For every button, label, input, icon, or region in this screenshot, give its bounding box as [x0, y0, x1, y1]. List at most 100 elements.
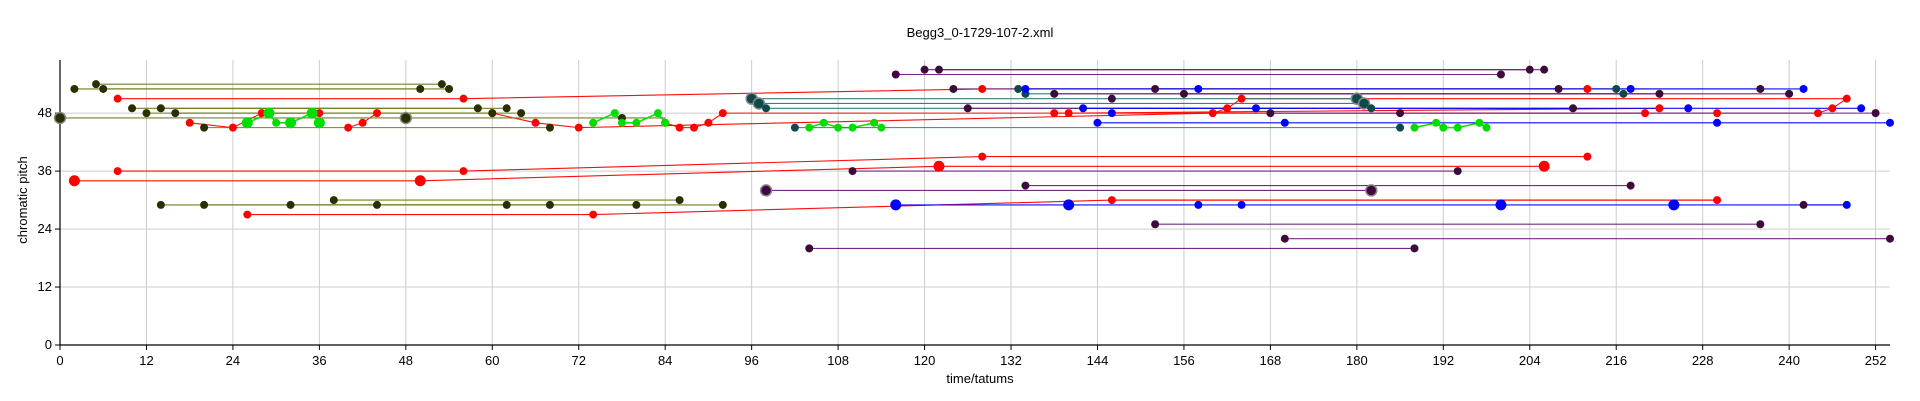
note-point-teal: [1612, 84, 1621, 93]
note-point-green: [1432, 118, 1441, 127]
note-point-olive: [675, 196, 684, 205]
note-point-olive: [632, 200, 641, 209]
x-tick-label: 60: [485, 353, 499, 368]
note-point-olive: [53, 111, 67, 125]
note-point-purple: [848, 167, 857, 176]
note-point-olive: [502, 104, 511, 113]
note-point-red: [459, 94, 468, 103]
note-point-blue: [1237, 200, 1246, 209]
note-point-olive: [399, 111, 413, 125]
note-point-purple: [1871, 109, 1880, 118]
note-point-red: [1050, 109, 1059, 118]
note-point-purple: [891, 70, 900, 79]
axis-layer: 0 12 24 36 48 60 72 84 96 108 120 132 144 156 168 180 19…: [38, 60, 1890, 368]
x-tick-label: 228: [1692, 353, 1714, 368]
note-point-red: [978, 152, 987, 161]
note-point-red: [675, 123, 684, 132]
note-point-green: [1482, 123, 1491, 132]
note-point-red: [574, 123, 583, 132]
x-tick-label: 108: [827, 353, 849, 368]
note-point-purple: [1151, 220, 1160, 229]
note-point-olive: [545, 200, 554, 209]
note-point-purple: [1540, 65, 1549, 74]
note-point-olive: [99, 84, 108, 93]
note-point-red: [373, 109, 382, 118]
note-point-purple: [1107, 94, 1116, 103]
note-point-green: [263, 107, 275, 119]
note-point-red: [1713, 109, 1722, 118]
x-tick-label: 156: [1173, 353, 1195, 368]
note-point-purple: [1280, 234, 1289, 243]
note-point-green: [848, 123, 857, 132]
note-point-blue: [1251, 104, 1260, 113]
note-point-green: [661, 118, 670, 127]
note-point-red: [1064, 109, 1073, 118]
x-tick-label: 132: [1000, 353, 1022, 368]
x-tick-label: 180: [1346, 353, 1368, 368]
x-tick-label: 204: [1519, 353, 1541, 368]
note-link-red: [117, 156, 1588, 172]
note-point-olive: [488, 109, 497, 118]
note-point-blue: [1626, 84, 1635, 93]
note-point-purple: [1799, 200, 1808, 209]
note-point-red: [414, 175, 426, 187]
note-point-green: [313, 117, 325, 129]
note-point-olive: [200, 123, 209, 132]
x-tick-label: 48: [399, 353, 413, 368]
note-point-teal: [1367, 104, 1376, 113]
note-point-blue: [1063, 199, 1075, 211]
note-point-purple: [1179, 89, 1188, 98]
note-point-red: [344, 123, 353, 132]
note-point-red: [1655, 104, 1664, 113]
note-point-blue: [1093, 118, 1102, 127]
note-point-olive: [128, 104, 137, 113]
y-tick-label: 36: [38, 163, 52, 178]
note-point-blue: [1684, 104, 1693, 113]
note-point-olive: [416, 84, 425, 93]
note-point-red: [243, 210, 252, 219]
note-point-purple: [1151, 84, 1160, 93]
note-point-purple: [1365, 184, 1378, 197]
x-tick-label: 192: [1432, 353, 1454, 368]
x-tick-label: 240: [1778, 353, 1800, 368]
note-point-purple: [759, 184, 773, 197]
note-point-purple: [934, 65, 943, 74]
note-point-olive: [445, 84, 454, 93]
note-point-red: [1223, 104, 1232, 113]
note-point-green: [306, 107, 318, 119]
x-tick-label: 24: [226, 353, 240, 368]
note-point-olive: [70, 84, 79, 93]
note-point-red: [185, 118, 194, 127]
note-point-blue: [1079, 104, 1088, 113]
link-layer: [60, 69, 1890, 249]
note-point-blue: [1194, 84, 1203, 93]
x-tick-label: 168: [1260, 353, 1282, 368]
note-point-olive: [517, 109, 526, 118]
note-point-purple: [1785, 89, 1794, 98]
y-axis-label: chromatic pitch: [15, 156, 30, 243]
note-point-red: [1828, 104, 1837, 113]
note-point-red: [113, 94, 122, 103]
x-tick-label: 252: [1865, 353, 1887, 368]
note-point-olive: [373, 200, 382, 209]
y-tick-label: 48: [38, 105, 52, 120]
note-point-green: [834, 123, 843, 132]
note-point-olive: [718, 200, 727, 209]
note-point-green: [610, 109, 619, 118]
note-point-red: [1813, 109, 1822, 118]
note-point-olive: [156, 104, 165, 113]
note-point-purple: [1453, 167, 1462, 176]
note-point-olive: [142, 109, 151, 118]
note-point-green: [870, 118, 879, 127]
note-point-olive: [545, 123, 554, 132]
note-point-purple: [1886, 234, 1894, 243]
x-tick-label: 144: [1087, 353, 1109, 368]
note-point-green: [1410, 123, 1419, 132]
y-tick-label: 12: [38, 279, 52, 294]
note-point-red: [1641, 109, 1650, 118]
note-point-teal: [790, 123, 799, 132]
note-point-blue: [1842, 200, 1851, 209]
note-point-green: [617, 118, 626, 127]
note-point-red: [978, 84, 987, 93]
